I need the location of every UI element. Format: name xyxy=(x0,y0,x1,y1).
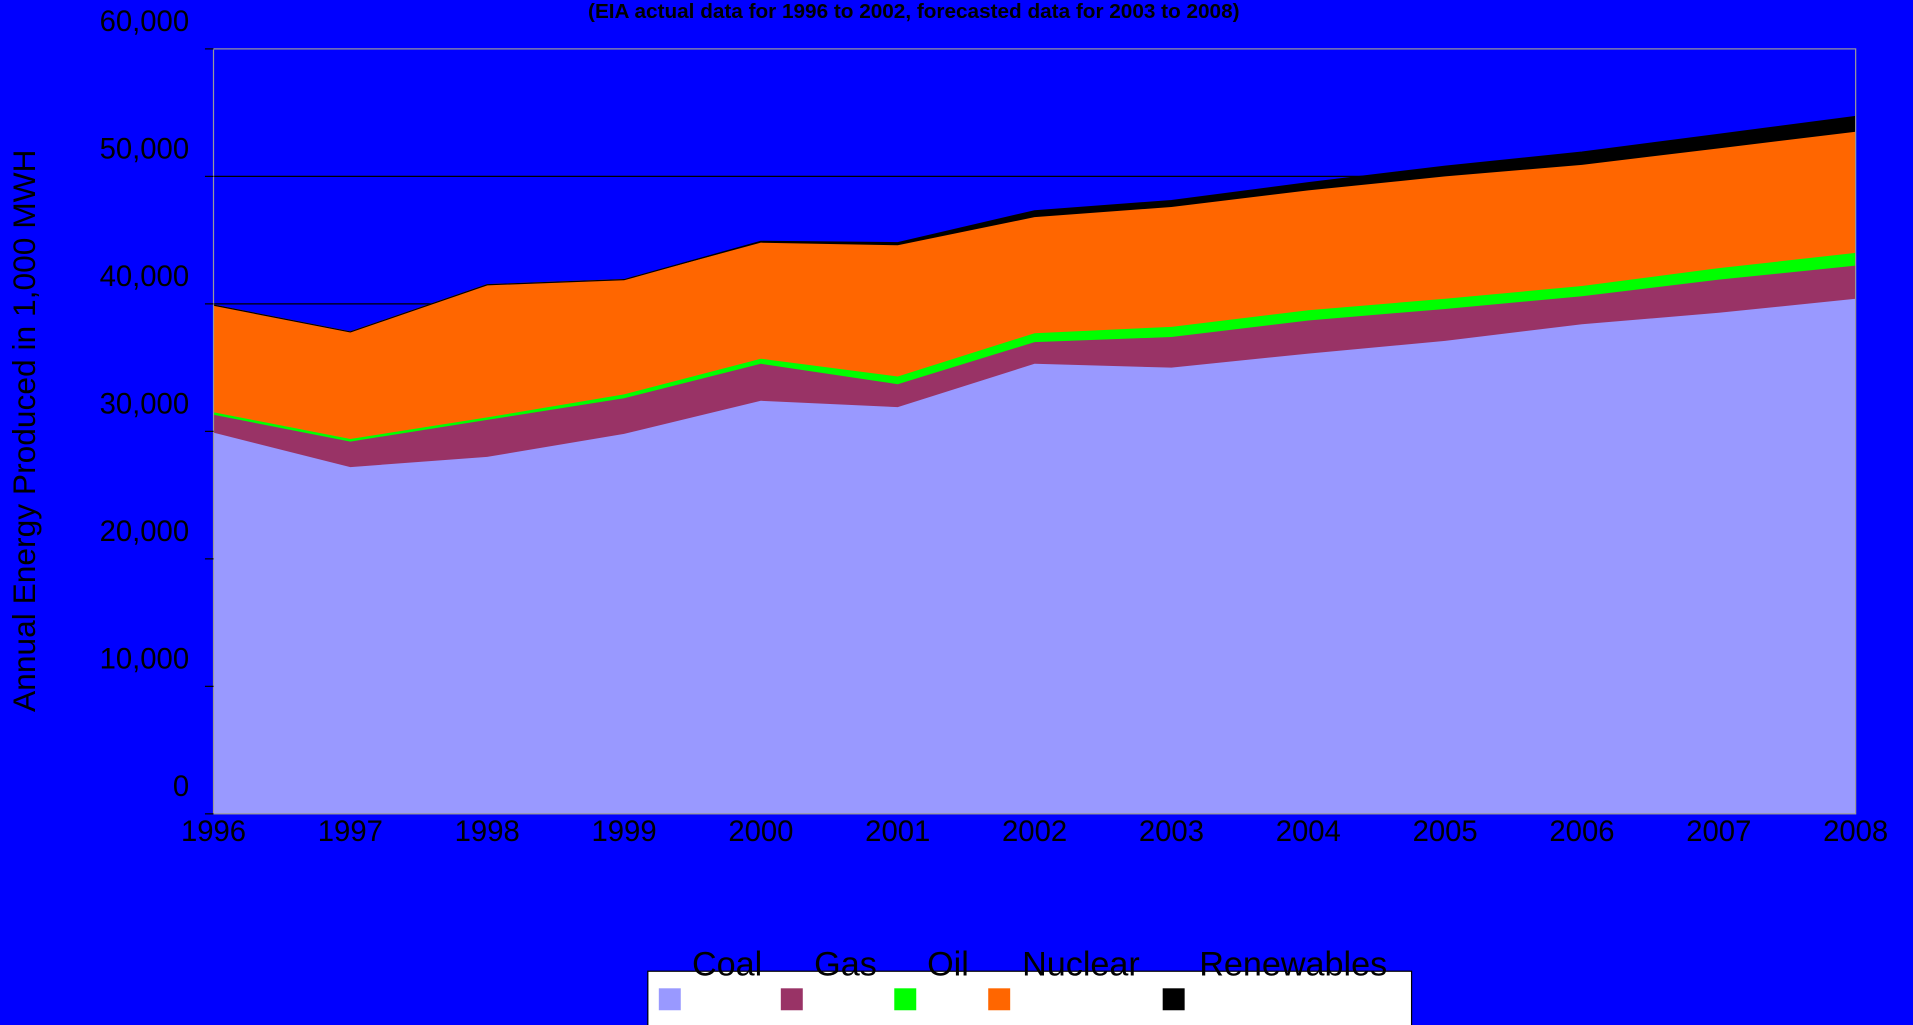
x-tick-label: 2001 xyxy=(865,815,930,848)
area-fill xyxy=(213,131,1856,440)
legend-swatch xyxy=(1162,988,1185,1011)
x-tick-label: 1997 xyxy=(318,815,383,848)
area-fill xyxy=(213,252,1856,442)
legend-box xyxy=(647,970,1413,1025)
x-tick-label: 1998 xyxy=(455,815,520,848)
legend-label: Renewables xyxy=(1199,945,1387,983)
x-tick-label: 2000 xyxy=(728,815,793,848)
x-tick-label: 2007 xyxy=(1686,815,1751,848)
legend-label: Oil xyxy=(927,945,969,983)
x-tick-label: 2005 xyxy=(1413,815,1478,848)
x-tick-label: 2006 xyxy=(1549,815,1614,848)
x-tick-label: 2002 xyxy=(1002,815,1067,848)
y-tick-label: 60,000 xyxy=(100,5,190,38)
y-axis-label: Annual Energy Produced in 1,000 MWH xyxy=(6,150,42,712)
legend-label: Nuclear xyxy=(1022,945,1140,983)
legend-swatch xyxy=(658,988,681,1011)
chart-subtitle: (EIA actual data for 1996 to 2002, forec… xyxy=(588,0,1239,23)
y-tick-label: 10,000 xyxy=(100,642,190,675)
y-tick-label: 20,000 xyxy=(100,515,190,548)
y-tick-label: 0 xyxy=(173,770,189,803)
legend-swatch xyxy=(894,988,917,1011)
legend-swatch xyxy=(988,988,1011,1011)
x-tick-label: 2008 xyxy=(1823,815,1888,848)
area-fill xyxy=(213,265,1856,468)
x-tick-label: 2003 xyxy=(1139,815,1204,848)
y-tick-label: 50,000 xyxy=(100,132,190,165)
area-fill xyxy=(213,116,1856,332)
x-tick-label: 2004 xyxy=(1276,815,1341,848)
y-tick-label: 40,000 xyxy=(100,260,190,293)
area-edge xyxy=(213,115,1856,333)
x-tick-label: 1996 xyxy=(181,815,246,848)
y-tick-label: 30,000 xyxy=(100,387,190,420)
x-tick-label: 1999 xyxy=(591,815,656,848)
legend-label: Gas xyxy=(814,945,877,983)
legend-swatch xyxy=(780,988,803,1011)
area-fill xyxy=(213,298,1856,814)
legend-label: Coal xyxy=(692,945,762,983)
